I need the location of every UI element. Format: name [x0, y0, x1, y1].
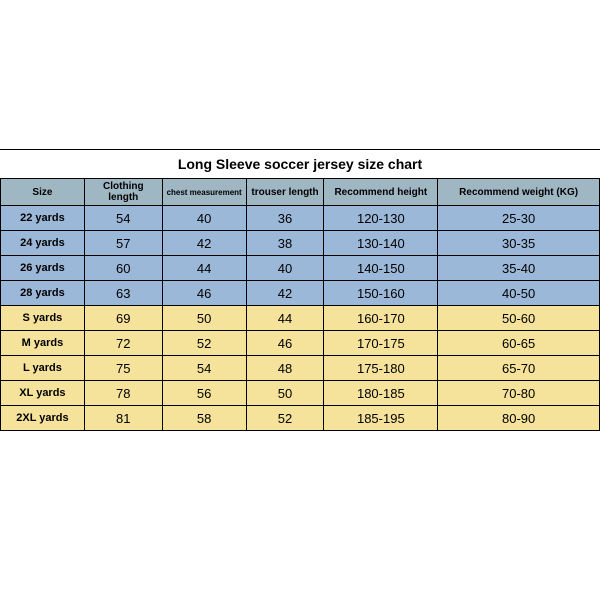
data-cell: 120-130: [324, 206, 438, 231]
data-cell: 40: [162, 206, 246, 231]
data-cell: 42: [246, 281, 324, 306]
table-row: 26 yards604440140-15035-40: [1, 256, 600, 281]
data-cell: 30-35: [438, 231, 600, 256]
table-row: 22 yards544036120-13025-30: [1, 206, 600, 231]
data-cell: 60-65: [438, 331, 600, 356]
size-cell: 26 yards: [1, 256, 85, 281]
data-cell: 60: [84, 256, 162, 281]
size-table: SizeClothing lengthchest measurementtrou…: [0, 178, 600, 431]
data-cell: 52: [246, 406, 324, 431]
table-row: 24 yards574238130-14030-35: [1, 231, 600, 256]
data-cell: 50: [246, 381, 324, 406]
data-cell: 40: [246, 256, 324, 281]
table-row: 28 yards634642150-16040-50: [1, 281, 600, 306]
data-cell: 150-160: [324, 281, 438, 306]
data-cell: 50: [162, 306, 246, 331]
data-cell: 75: [84, 356, 162, 381]
data-cell: 46: [162, 281, 246, 306]
data-cell: 130-140: [324, 231, 438, 256]
table-header-cell: Recommend height: [324, 179, 438, 206]
data-cell: 40-50: [438, 281, 600, 306]
data-cell: 54: [162, 356, 246, 381]
size-cell: M yards: [1, 331, 85, 356]
data-cell: 50-60: [438, 306, 600, 331]
table-header-cell: trouser length: [246, 179, 324, 206]
size-chart: Long Sleeve soccer jersey size chart Siz…: [0, 149, 600, 431]
data-cell: 80-90: [438, 406, 600, 431]
data-cell: 72: [84, 331, 162, 356]
data-cell: 70-80: [438, 381, 600, 406]
data-cell: 44: [246, 306, 324, 331]
data-cell: 38: [246, 231, 324, 256]
data-cell: 58: [162, 406, 246, 431]
data-cell: 185-195: [324, 406, 438, 431]
data-cell: 54: [84, 206, 162, 231]
size-cell: 22 yards: [1, 206, 85, 231]
data-cell: 52: [162, 331, 246, 356]
data-cell: 78: [84, 381, 162, 406]
data-cell: 65-70: [438, 356, 600, 381]
data-cell: 57: [84, 231, 162, 256]
data-cell: 140-150: [324, 256, 438, 281]
data-cell: 69: [84, 306, 162, 331]
size-cell: S yards: [1, 306, 85, 331]
data-cell: 44: [162, 256, 246, 281]
data-cell: 175-180: [324, 356, 438, 381]
data-cell: 36: [246, 206, 324, 231]
data-cell: 48: [246, 356, 324, 381]
table-row: M yards725246170-17560-65: [1, 331, 600, 356]
table-header-cell: Clothing length: [84, 179, 162, 206]
table-header-cell: Recommend weight (KG): [438, 179, 600, 206]
chart-title: Long Sleeve soccer jersey size chart: [0, 149, 600, 178]
size-cell: L yards: [1, 356, 85, 381]
size-cell: 28 yards: [1, 281, 85, 306]
size-cell: 2XL yards: [1, 406, 85, 431]
data-cell: 180-185: [324, 381, 438, 406]
data-cell: 35-40: [438, 256, 600, 281]
table-header-cell: chest measurement: [162, 179, 246, 206]
table-row: 2XL yards815852185-19580-90: [1, 406, 600, 431]
data-cell: 63: [84, 281, 162, 306]
table-header-row: SizeClothing lengthchest measurementtrou…: [1, 179, 600, 206]
data-cell: 46: [246, 331, 324, 356]
size-cell: XL yards: [1, 381, 85, 406]
table-row: L yards755448175-18065-70: [1, 356, 600, 381]
table-row: S yards695044160-17050-60: [1, 306, 600, 331]
data-cell: 56: [162, 381, 246, 406]
data-cell: 170-175: [324, 331, 438, 356]
table-row: XL yards785650180-18570-80: [1, 381, 600, 406]
data-cell: 160-170: [324, 306, 438, 331]
table-header-cell: Size: [1, 179, 85, 206]
size-cell: 24 yards: [1, 231, 85, 256]
data-cell: 81: [84, 406, 162, 431]
data-cell: 42: [162, 231, 246, 256]
data-cell: 25-30: [438, 206, 600, 231]
